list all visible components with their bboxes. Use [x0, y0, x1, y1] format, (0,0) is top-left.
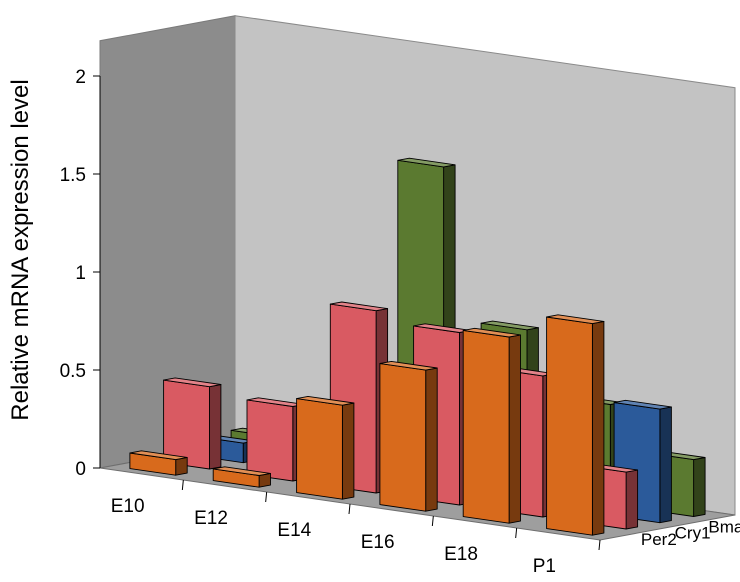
- x-tick-label: P1: [533, 556, 556, 577]
- bar-top: [296, 395, 355, 406]
- y-tick-label: 0: [75, 459, 86, 480]
- bar-front: [246, 399, 294, 482]
- series-label: Cry1: [675, 524, 711, 543]
- y-tick-label: 0.5: [60, 361, 86, 382]
- x-tick-mark: [265, 491, 268, 503]
- bar-top: [397, 157, 456, 168]
- y-tick-label: 1.5: [60, 165, 86, 186]
- bar-per2-e18: [462, 327, 521, 524]
- bar-top: [546, 314, 605, 325]
- bar-front: [462, 329, 510, 524]
- series-label: Bmal: [708, 517, 740, 536]
- y-tick-label: 1: [75, 263, 86, 284]
- bar-side: [659, 406, 672, 524]
- x-tick-label: E10: [111, 496, 145, 517]
- bar-top: [613, 399, 672, 410]
- bar-per2-e12: [212, 466, 271, 488]
- chart-labels: Relative mRNA expression level 0 0.5 1 1.5 2…: [7, 67, 740, 577]
- bar-top: [212, 466, 271, 476]
- bar-top: [379, 360, 438, 371]
- bar-side: [209, 384, 222, 470]
- y-axis-title: Relative mRNA expression level: [7, 79, 34, 420]
- bar-top: [462, 327, 521, 338]
- bar-cry1-e12: [246, 397, 305, 482]
- bar-top: [480, 320, 539, 331]
- series-label: Per2: [641, 530, 677, 549]
- bar-side: [341, 402, 355, 500]
- y-tick-label: 2: [75, 67, 86, 88]
- bar-front: [379, 363, 427, 512]
- bar-side: [625, 469, 639, 530]
- x-tick-mark: [181, 479, 184, 491]
- x-tick-mark: [515, 527, 518, 539]
- bar-per2-e16: [379, 360, 438, 512]
- bar-front: [296, 398, 343, 500]
- x-tick-label: E18: [444, 544, 478, 565]
- x-tick-mark: [431, 515, 434, 527]
- bar-top: [163, 377, 222, 388]
- bar-front: [546, 316, 593, 536]
- bar-cry1-e10: [163, 377, 222, 470]
- x-tick-label: E16: [361, 532, 395, 553]
- bar-side: [591, 320, 605, 536]
- bar-top: [329, 301, 389, 312]
- bar-side: [508, 334, 521, 524]
- bar-per2-e10: [129, 450, 188, 476]
- x-tick-mark: [598, 539, 601, 551]
- bar-per2-p1: [546, 314, 605, 536]
- chart-bars: [129, 157, 706, 536]
- bar-per2-e14: [296, 395, 355, 500]
- x-tick-label: E14: [277, 520, 311, 541]
- x-tick-label: E12: [194, 508, 228, 529]
- bar-side: [693, 457, 706, 517]
- bar-top: [129, 450, 188, 461]
- bar-side: [425, 367, 438, 512]
- x-tick-mark: [348, 503, 351, 515]
- bar-side: [175, 456, 188, 476]
